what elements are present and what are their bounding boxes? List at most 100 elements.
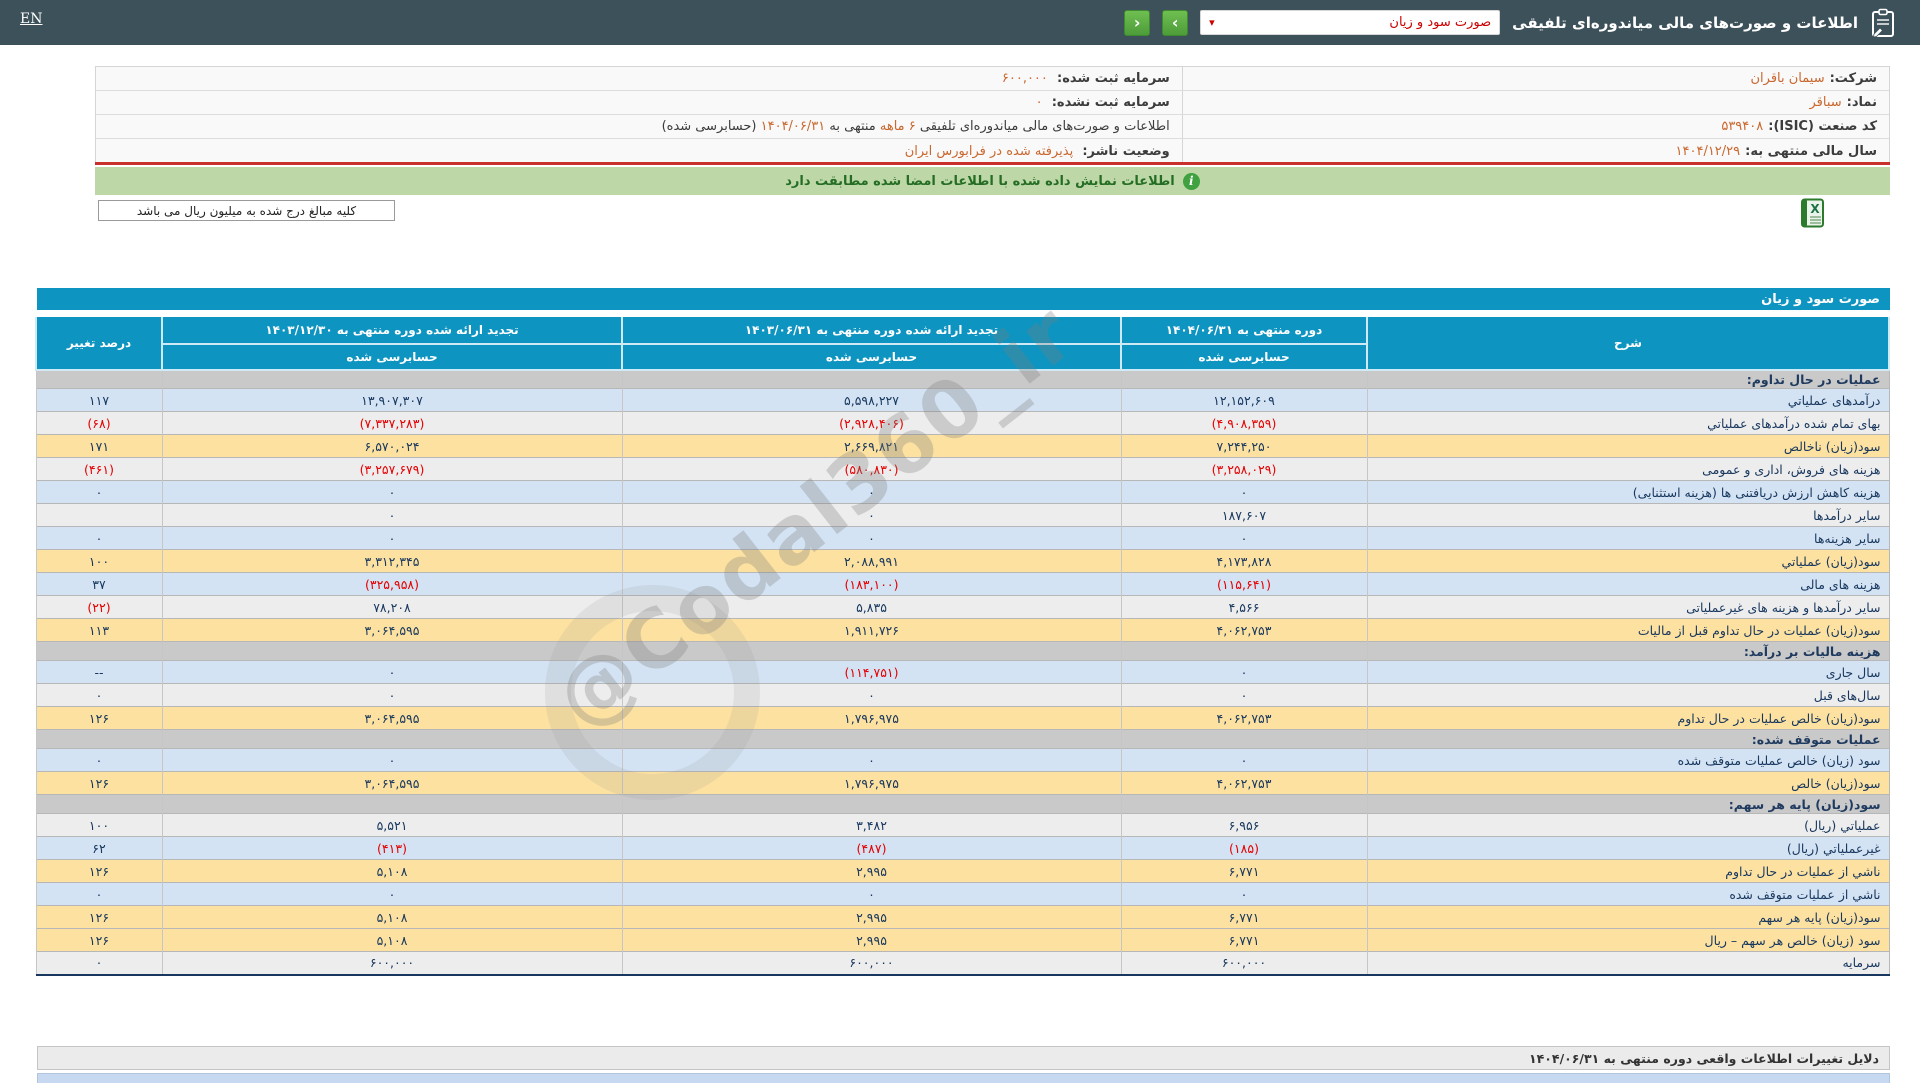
value-current-period: ۰: [1120, 526, 1367, 550]
row-description: هزینه کاهش ارزش دریافتنی ها (هزینه استثن…: [1366, 480, 1889, 504]
value-percent-change: ۱۲۶: [35, 905, 162, 929]
value-restated-1403-06: ۲,۹۹۵: [621, 859, 1121, 883]
info-row-fiscal-year: سال مالی منتهی به: ۱۴۰۴/۱۲/۲۹ وضعیت ناشر…: [96, 139, 1889, 163]
registered-capital-label: سرمایه ثبت شده:: [1057, 71, 1170, 86]
row-description: هزینه مالیات بر درآمد:: [1366, 641, 1889, 661]
value-current-period: ۱۸۷,۶۰۷: [1120, 503, 1367, 527]
statement-type-dropdown[interactable]: صورت سود و زیان ▾: [1200, 10, 1501, 35]
pl-data-row: سود(زیان) خالص عملیات در حال تداوم ۴,۰۶۲,…: [35, 706, 1889, 730]
company-label: شرکت:: [1829, 71, 1877, 86]
value-current-period: ۴,۵۶۶: [1120, 595, 1367, 619]
value-percent-change: [35, 503, 162, 527]
pl-data-row: سود(زیان) ناخالص ۷,۲۴۴,۲۵۰ ۲,۶۶۹,۸۲۱ ۶,۵۷۰,…: [35, 434, 1889, 458]
value-current-period: [1120, 729, 1367, 749]
row-description: سال‌های قبل: [1366, 683, 1889, 707]
value-restated-1403-06: ۱,۷۹۶,۹۷۵: [621, 771, 1121, 795]
value-percent-change: [35, 729, 162, 749]
row-description: ناشي از عملیات در حال تداوم: [1366, 859, 1889, 883]
value-current-period: ۰: [1120, 882, 1367, 906]
value-restated-1403-12: ۶,۵۷۰,۰۲۴: [161, 434, 622, 458]
value-restated-1403-06: [621, 641, 1121, 661]
fiscal-year-value: ۱۴۰۴/۱۲/۲۹: [1675, 143, 1741, 159]
excel-export-icon[interactable]: X: [1798, 197, 1830, 229]
value-percent-change: ۰: [35, 480, 162, 504]
value-restated-1403-06: [621, 794, 1121, 814]
value-percent-change: ۱۱۷: [35, 388, 162, 412]
value-restated-1403-06: ۲,۹۹۵: [621, 928, 1121, 952]
row-description: عملیات در حال تداوم:: [1366, 369, 1889, 389]
value-restated-1403-06: ۱,۹۱۱,۷۲۶: [621, 618, 1121, 642]
pl-data-row: سایر هزینه‌ها ۰ ۰ ۰ ۰: [35, 526, 1889, 550]
info-row-isic: کد صنعت (ISIC): ۵۳۹۴۰۸ اطلاعات و صورت‌ها…: [96, 115, 1889, 139]
value-current-period: ۶,۷۷۱: [1120, 859, 1367, 883]
row-description: سود(زیان) خالص عملیات در حال تداوم: [1366, 706, 1889, 730]
page-title: اطلاعات و صورت‌های مالی میاندوره‌ای تلفی…: [1512, 13, 1858, 32]
pl-data-row: هزینه کاهش ارزش دریافتنی ها (هزینه استثن…: [35, 480, 1889, 504]
registered-capital-value: ۶۰۰,۰۰۰: [1001, 71, 1048, 86]
amounts-unit-note: کلیه مبالغ درج شده به میلیون ریال می باش…: [98, 200, 395, 221]
pl-data-row: سود (زیان) خالص عملیات متوقف شده ۰ ۰ ۰ ۰: [35, 748, 1889, 772]
value-current-period: [1120, 641, 1367, 661]
value-restated-1403-06: [621, 729, 1121, 749]
value-restated-1403-06: (۱۸۳,۱۰۰): [621, 572, 1121, 596]
pl-data-row: سال‌های قبل ۰ ۰ ۰ ۰: [35, 683, 1889, 707]
value-current-period: (۱۸۵): [1120, 836, 1367, 860]
value-restated-1403-06: [621, 369, 1121, 389]
row-description: عملیات متوقف شده:: [1366, 729, 1889, 749]
changes-reasons-section-header: دلایل تغییرات اطلاعات واقعی دوره منتهی ب…: [37, 1046, 1890, 1070]
value-current-period: ۰: [1120, 480, 1367, 504]
pl-data-row: درآمدهای عملیاتي ۱۲,۱۵۲,۶۰۹ ۵,۵۹۸,۲۲۷ ۱۳,۹۰…: [35, 388, 1889, 412]
unregistered-capital-value: ۰: [1035, 95, 1043, 110]
column-header-restated-1403-12: تجدید ارائه شده دوره منتهی به ۱۴۰۳/۱۲/۳۰: [161, 317, 623, 345]
value-percent-change: (۴۶۱): [35, 457, 162, 481]
value-percent-change: ۰: [35, 683, 162, 707]
value-percent-change: [35, 369, 162, 389]
pl-data-row: هزینه های مالی (۱۱۵,۶۴۱) (۱۸۳,۱۰۰) (۳۲۵,۹۵۸…: [35, 572, 1889, 596]
row-description: سایر درآمدها و هزینه های غیرعملیاتی: [1366, 595, 1889, 619]
pl-data-row: سود(زیان) عملیاتي ۴,۱۷۳,۸۲۸ ۲,۰۸۸,۹۹۱ ۳,۳۱۲…: [35, 549, 1889, 573]
row-description: ناشي از عملیات متوقف شده: [1366, 882, 1889, 906]
value-percent-change: ۰: [35, 951, 162, 975]
value-restated-1403-12: ۰: [161, 683, 622, 707]
column-header-description: شرح: [1366, 317, 1890, 371]
subheader-audited-1403-06: حسابرسی شده: [621, 343, 1122, 371]
next-statement-button[interactable]: ›: [1162, 9, 1189, 36]
value-restated-1403-12: (۴۱۳): [161, 836, 622, 860]
next-section-strip: [37, 1073, 1890, 1083]
statement-period-length: ۶ ماهه: [879, 119, 916, 134]
pl-data-row: هزینه های فروش، اداری و عمومی (۳,۲۵۸,۰۲۹)…: [35, 457, 1889, 481]
verification-message: اطلاعات نمایش داده شده با اطلاعات امضا ش…: [785, 173, 1175, 189]
pl-data-row: سود(زیان) خالص ۴,۰۶۲,۷۵۳ ۱,۷۹۶,۹۷۵ ۳,۰۶۴,۵۹…: [35, 771, 1889, 795]
value-restated-1403-12: [161, 641, 622, 661]
isic-value: ۵۳۹۴۰۸: [1721, 119, 1764, 134]
pl-table-body: عملیات در حال تداوم: درآمدهای عملیاتي ۱۲,۱…: [35, 369, 1889, 975]
pl-data-row: سایر درآمدها و هزینه های غیرعملیاتی ۴,۵۶۶…: [35, 595, 1889, 619]
value-restated-1403-06: ۰: [621, 526, 1121, 550]
statement-type-selected-value: صورت سود و زیان: [1389, 15, 1492, 30]
value-current-period: ۶,۹۵۶: [1120, 813, 1367, 837]
value-percent-change: ۱۰۰: [35, 813, 162, 837]
value-restated-1403-12: [161, 729, 622, 749]
value-restated-1403-12: ۶۰۰,۰۰۰: [161, 951, 622, 975]
value-restated-1403-12: ۰: [161, 748, 622, 772]
value-percent-change: [35, 641, 162, 661]
row-description: سرمایه: [1366, 951, 1889, 975]
clipboard-report-icon: [1872, 8, 1894, 37]
column-header-restated-1403-06: تجدید ارائه شده دوره منتهی به ۱۴۰۳/۰۶/۳۱: [621, 317, 1122, 345]
caret-down-icon: ▾: [1209, 16, 1215, 29]
subheader-audited-current: حسابرسی شده: [1120, 343, 1368, 371]
issuer-status-value: پذیرفته شده در فرابورس ایران: [904, 143, 1074, 159]
previous-statement-button[interactable]: ‹: [1124, 9, 1151, 36]
value-percent-change: ۶۲: [35, 836, 162, 860]
language-switch-en[interactable]: EN: [20, 11, 43, 27]
value-percent-change: ۱۲۶: [35, 706, 162, 730]
value-current-period: ۶,۷۷۱: [1120, 905, 1367, 929]
row-description: غیرعملیاتي (ریال): [1366, 836, 1889, 860]
value-restated-1403-12: ۳,۰۶۴,۵۹۵: [161, 771, 622, 795]
value-restated-1403-06: (۴۸۷): [621, 836, 1121, 860]
pl-table-title: صورت سود و زیان: [37, 288, 1890, 310]
value-restated-1403-12: ۰: [161, 503, 622, 527]
value-restated-1403-12: [161, 794, 622, 814]
value-restated-1403-12: ۷۸,۲۰۸: [161, 595, 622, 619]
value-restated-1403-06: ۰: [621, 503, 1121, 527]
